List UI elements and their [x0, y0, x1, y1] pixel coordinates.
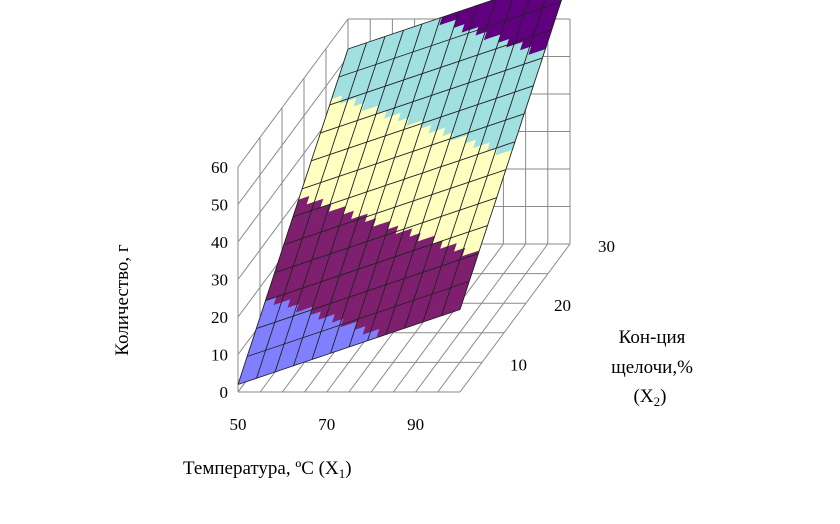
- z-tick-label: 30: [211, 271, 228, 290]
- y-tick-label: 30: [598, 237, 615, 256]
- floor-gridline: [459, 243, 571, 393]
- y-axis-label-line2: щелочи,%: [611, 357, 693, 378]
- surface-plot: [237, 0, 562, 385]
- z-tick-label: 40: [211, 233, 228, 252]
- surface-mesh-line: [311, 85, 534, 162]
- tick-labels: 0 10 20 30 40 50 60 50 70 90 10 20 30: [211, 158, 615, 434]
- y-tick-label: 20: [554, 296, 571, 315]
- surface-mesh-line: [256, 253, 479, 330]
- x-tick-label: 70: [318, 415, 335, 434]
- surface-mesh-line: [247, 281, 470, 357]
- z-tick-label: 50: [211, 196, 228, 215]
- x-tick-label: 50: [230, 415, 247, 434]
- z-tick-label: 60: [211, 158, 228, 177]
- side-wall-gridline: [237, 56, 349, 205]
- x-axis-label: Температура, ºC (X1): [183, 458, 352, 481]
- surface-mesh-line: [320, 57, 543, 134]
- surface-mesh-line: [329, 29, 552, 106]
- floor-gridline: [437, 243, 549, 393]
- z-axis-label: Количество, г: [112, 244, 133, 356]
- floor-gridline: [392, 243, 504, 393]
- surface-mesh-line: [338, 1, 561, 78]
- y-axis-label-line3: (X2): [634, 386, 667, 409]
- z-tick-label: 20: [211, 308, 228, 327]
- x-tick-label: 90: [407, 415, 424, 434]
- surface-mesh-line: [265, 225, 488, 302]
- surface-mesh-line: [347, 0, 495, 50]
- y-axis-label-line1: Кон-ция: [619, 327, 686, 348]
- surface-mesh-line: [292, 141, 516, 218]
- z-tick-label: 10: [211, 346, 228, 365]
- surface-mesh-line: [274, 197, 497, 274]
- surface-mesh-line: [302, 113, 525, 190]
- surface-mesh-line: [237, 309, 461, 385]
- z-tick-label: 0: [220, 383, 229, 402]
- floor-gridline: [415, 243, 527, 393]
- y-tick-label: 10: [510, 355, 527, 374]
- side-wall-gridline: [237, 18, 349, 168]
- surface-mesh-line: [283, 169, 506, 246]
- surface-mesh: [237, 0, 562, 385]
